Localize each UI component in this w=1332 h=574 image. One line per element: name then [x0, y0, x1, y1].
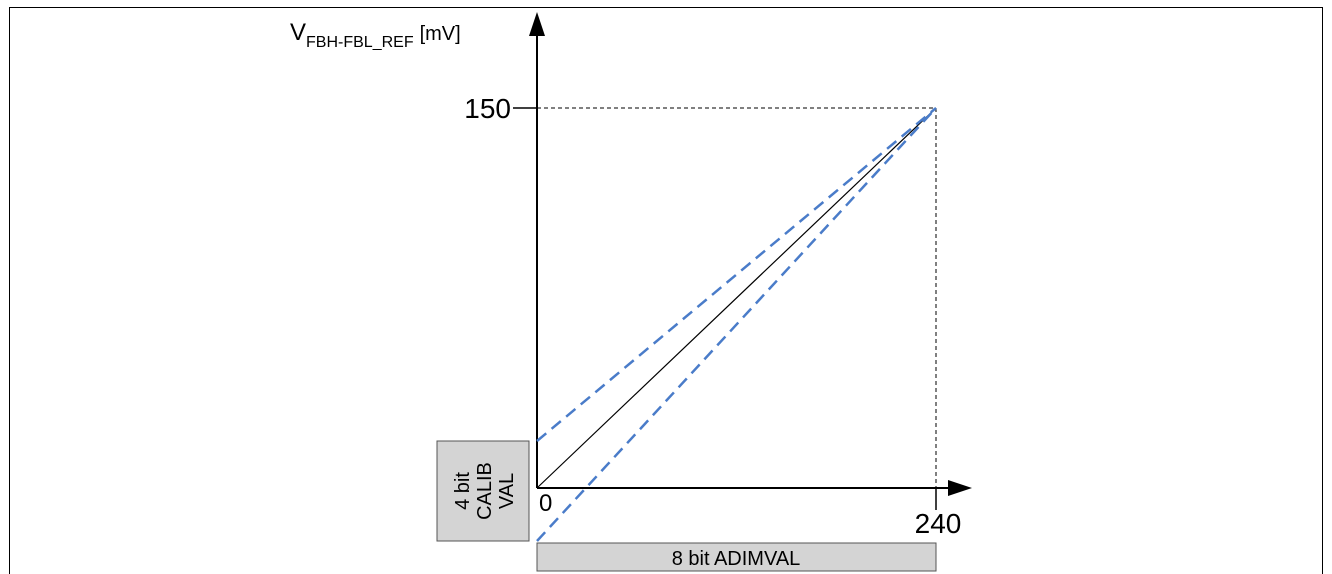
y-axis-label: VFBH-FBL_REF [mV]	[290, 19, 461, 51]
diagram-frame	[9, 7, 1323, 574]
y-axis-arrow-icon	[529, 12, 545, 36]
x-axis-arrow-icon	[948, 480, 972, 496]
calib-val-box: 4 bit CALIB VAL	[436, 440, 530, 542]
calib-box-line2: CALIB	[474, 462, 496, 520]
calib-lower-line	[536, 107, 937, 542]
adimval-label: 8 bit ADIMVAL	[672, 548, 801, 570]
x-tick-label-240: 240	[915, 508, 962, 539]
adimval-box: 8 bit ADIMVAL	[536, 542, 937, 572]
nominal-line	[536, 107, 937, 489]
y-axis-label-unit: [mV]	[420, 23, 461, 45]
calib-box-line1: 4 bit	[452, 472, 474, 510]
x-tick-label-0: 0	[539, 490, 552, 517]
y-axis-label-main: V	[290, 19, 306, 46]
y-tick-label-150: 150	[464, 93, 511, 124]
calib-upper-line	[536, 107, 937, 442]
calib-box-line3: VAL	[496, 473, 518, 509]
y-axis-label-sub: FBH-FBL_REF	[306, 34, 414, 51]
